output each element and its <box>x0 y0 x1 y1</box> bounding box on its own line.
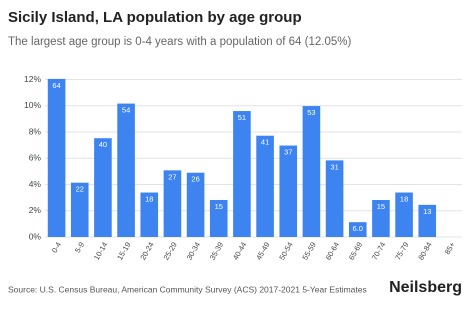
x-tick-label: 5-9 <box>73 240 86 254</box>
data-label: 22 <box>76 185 84 194</box>
data-label: 27 <box>168 172 176 181</box>
x-tick-label: 15-19 <box>115 240 132 261</box>
data-label: 6.0 <box>353 224 363 233</box>
y-tick-label: 12% <box>24 74 41 84</box>
chart-subtitle: The largest age group is 0-4 years with … <box>8 36 351 48</box>
data-label: 51 <box>238 113 246 122</box>
x-tick-label: 55-59 <box>300 240 317 261</box>
x-tick-label: 50-54 <box>277 240 294 261</box>
bar <box>256 135 274 237</box>
data-label: 54 <box>122 106 130 115</box>
bar <box>325 160 344 237</box>
bar <box>94 138 112 237</box>
x-tick-label: 35-39 <box>208 240 225 261</box>
data-label: 40 <box>99 140 107 149</box>
data-label: 37 <box>284 148 292 157</box>
x-tick-label: 10-14 <box>92 240 109 261</box>
data-label: 53 <box>307 108 315 117</box>
y-tick-label: 6% <box>29 153 42 163</box>
x-tick-label: 60-64 <box>324 240 341 261</box>
x-tick-label: 75-79 <box>393 240 410 261</box>
y-tick-label: 10% <box>24 100 41 110</box>
y-tick-label: 2% <box>29 205 42 215</box>
x-tick-label: 20-24 <box>138 240 155 261</box>
y-tick-label: 4% <box>29 179 42 189</box>
bar <box>186 172 205 237</box>
x-tick-label: 85+ <box>443 240 457 256</box>
bar <box>372 200 390 237</box>
x-tick-label: 65-69 <box>347 240 364 261</box>
x-tick-label: 80-84 <box>416 240 433 261</box>
chart-title: Sicily Island, LA population by age grou… <box>8 9 302 26</box>
bar <box>348 222 367 237</box>
bar <box>140 192 159 237</box>
bar <box>418 204 437 237</box>
source-note: Source: U.S. Census Bureau, American Com… <box>8 284 367 294</box>
bar <box>117 103 135 237</box>
brand-logo: Neilsberg <box>389 279 462 296</box>
bar <box>395 192 413 237</box>
y-tick-label: 0% <box>29 231 42 241</box>
x-tick-label: 0-4 <box>50 240 63 254</box>
bar <box>47 78 66 238</box>
x-tick-label: 70-74 <box>370 240 387 261</box>
x-tick-label: 25-29 <box>161 240 178 261</box>
data-label: 13 <box>423 207 431 216</box>
data-label: 31 <box>330 162 338 171</box>
data-label: 64 <box>52 81 60 90</box>
bar <box>302 106 321 237</box>
data-label: 18 <box>145 195 153 204</box>
data-label: 18 <box>400 195 408 204</box>
bar <box>233 111 251 237</box>
bar <box>279 145 298 237</box>
bar <box>163 170 182 237</box>
data-label: 15 <box>215 202 223 211</box>
x-tick-label: 30-34 <box>185 240 202 261</box>
data-label: 15 <box>377 202 385 211</box>
data-label: 26 <box>191 175 199 184</box>
y-tick-label: 8% <box>29 126 42 136</box>
bar <box>209 200 228 237</box>
x-tick-label: 40-44 <box>231 240 248 261</box>
x-tick-label: 45-49 <box>254 240 271 261</box>
bar <box>70 182 89 237</box>
data-label: 41 <box>261 138 269 147</box>
